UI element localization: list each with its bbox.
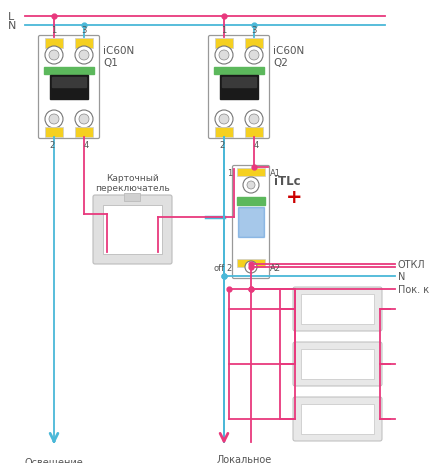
Circle shape	[215, 47, 233, 65]
Text: 4: 4	[253, 141, 258, 150]
Text: 1: 1	[51, 26, 57, 35]
Circle shape	[219, 51, 229, 61]
Text: 2: 2	[49, 141, 55, 150]
Bar	[301, 349, 374, 379]
Circle shape	[49, 51, 59, 61]
Circle shape	[245, 47, 263, 65]
Bar	[75, 128, 93, 138]
FancyBboxPatch shape	[93, 195, 172, 264]
Circle shape	[243, 178, 259, 194]
Bar	[301, 404, 374, 434]
Text: 2: 2	[219, 141, 224, 150]
Text: +: +	[286, 188, 302, 207]
Bar	[215, 39, 233, 49]
Bar	[245, 128, 263, 138]
Bar	[44, 68, 94, 75]
Circle shape	[79, 115, 89, 125]
Bar	[237, 198, 265, 206]
Circle shape	[45, 111, 63, 129]
Bar	[45, 39, 63, 49]
FancyBboxPatch shape	[293, 288, 382, 332]
Circle shape	[247, 181, 255, 189]
Bar	[75, 39, 93, 49]
Bar	[222, 78, 256, 88]
Text: iTLc: iTLc	[274, 175, 301, 188]
Text: 2: 2	[227, 263, 232, 272]
Text: iC60N
Q1: iC60N Q1	[103, 46, 134, 68]
Text: 4: 4	[83, 141, 89, 150]
Circle shape	[49, 115, 59, 125]
Text: ОТКЛ: ОТКЛ	[398, 259, 426, 269]
Bar	[301, 294, 374, 324]
Bar	[45, 128, 63, 138]
FancyBboxPatch shape	[209, 37, 270, 139]
Circle shape	[45, 47, 63, 65]
Circle shape	[245, 262, 257, 274]
Text: L: L	[8, 12, 14, 22]
Bar	[124, 194, 140, 201]
Bar	[50, 76, 88, 100]
Bar	[220, 76, 258, 100]
Bar	[215, 128, 233, 138]
Circle shape	[215, 111, 233, 129]
Circle shape	[249, 51, 259, 61]
Circle shape	[75, 47, 93, 65]
Text: 1: 1	[221, 26, 227, 35]
Text: 3: 3	[251, 26, 257, 35]
Text: 3: 3	[81, 26, 87, 35]
Bar	[237, 169, 265, 176]
Text: Карточный: Карточный	[106, 174, 159, 182]
Bar	[245, 39, 263, 49]
Text: iC60N
Q2: iC60N Q2	[273, 46, 304, 68]
Bar	[52, 78, 86, 88]
Text: Освещение: Освещение	[25, 457, 83, 463]
Circle shape	[75, 111, 93, 129]
Bar	[103, 206, 162, 255]
Text: Пок. кнопки: Пок. кнопки	[398, 284, 430, 294]
Bar	[214, 68, 264, 75]
Circle shape	[249, 115, 259, 125]
Circle shape	[79, 51, 89, 61]
FancyBboxPatch shape	[293, 397, 382, 441]
FancyBboxPatch shape	[39, 37, 99, 139]
Circle shape	[245, 111, 263, 129]
Text: N: N	[398, 271, 405, 282]
FancyBboxPatch shape	[233, 166, 270, 279]
Text: 1: 1	[227, 169, 232, 178]
Text: A2: A2	[270, 263, 281, 272]
FancyBboxPatch shape	[293, 342, 382, 386]
Text: off: off	[214, 263, 225, 272]
Bar	[237, 259, 265, 268]
Bar	[238, 207, 264, 238]
Text: A1: A1	[270, 169, 281, 178]
Text: N: N	[8, 21, 16, 31]
Text: переключатель: переключатель	[95, 184, 170, 193]
Circle shape	[219, 115, 229, 125]
Text: Локальное
ВКЛ/ОТКЛ: Локальное ВКЛ/ОТКЛ	[216, 454, 272, 463]
